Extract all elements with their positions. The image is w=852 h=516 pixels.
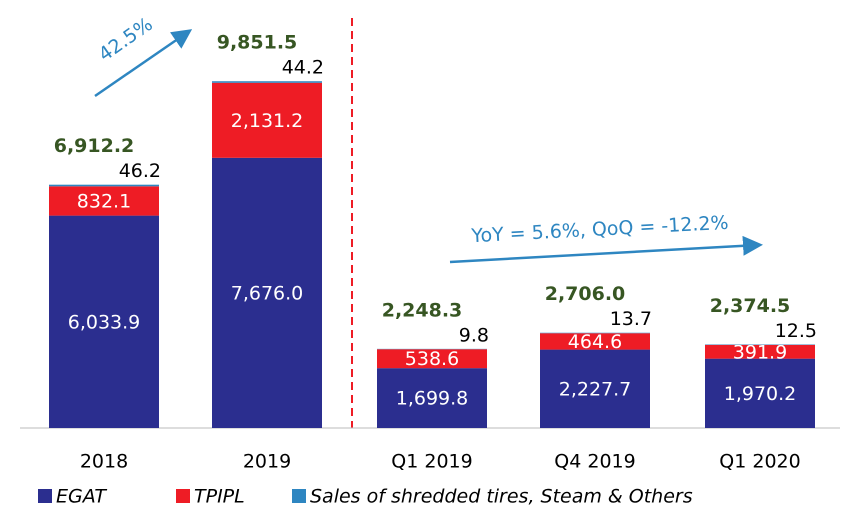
value-label: 1,970.2 [724,383,797,405]
bar-segment [49,186,159,216]
bar-segment [377,368,487,428]
growth-arrow [94,29,193,98]
total-label: 2,706.0 [545,283,626,305]
x-tick-label: Q1 2020 [719,451,800,473]
x-tick-label: Q4 2019 [554,451,635,473]
value-label: 7,676.0 [231,282,304,304]
bar-segment [212,81,322,83]
value-label: 832.1 [77,190,131,212]
legend-swatch [176,489,190,503]
legend-label: TPIPL [194,486,245,508]
value-label: 2,227.7 [559,378,632,400]
bar-segment [49,215,159,428]
value-label: 1,699.8 [396,388,469,410]
bar-segment [705,344,815,359]
value-label: 12.5 [775,320,817,342]
value-label: 2,131.2 [231,110,304,132]
value-label: 46.2 [119,160,161,182]
legend-label: EGAT [56,486,107,508]
bar-segment [705,358,815,428]
total-label: 2,248.3 [382,299,463,321]
bar-segment [212,157,322,428]
value-label: 391.9 [733,341,787,363]
annotation: 42.5% [95,13,157,66]
total-label: 2,374.5 [710,295,791,317]
x-tick-label: 2018 [80,451,128,473]
x-tick-label: Q1 2019 [391,451,472,473]
value-label: 13.7 [610,308,652,330]
bar-segment [377,349,487,369]
trend-arrow [449,235,763,264]
value-label: 44.2 [282,57,324,79]
legend-label: Sales of shredded tires, Steam & Others [310,486,693,508]
value-label: 6,033.9 [68,311,141,333]
value-label: 538.6 [405,348,459,370]
value-label: 464.6 [568,331,622,353]
x-tick-label: 2019 [243,451,291,473]
legend-swatch [292,489,306,503]
value-label: 9.8 [459,324,489,346]
total-label: 9,851.5 [217,32,298,54]
bar-segment [540,349,650,428]
bar-segment [540,333,650,350]
total-label: 6,912.2 [54,135,135,157]
bar-segment [212,82,322,158]
bar-segment [49,184,159,187]
legend-swatch [38,489,52,503]
annotation: YoY = 5.6%, QoQ = -12.2% [470,212,729,247]
